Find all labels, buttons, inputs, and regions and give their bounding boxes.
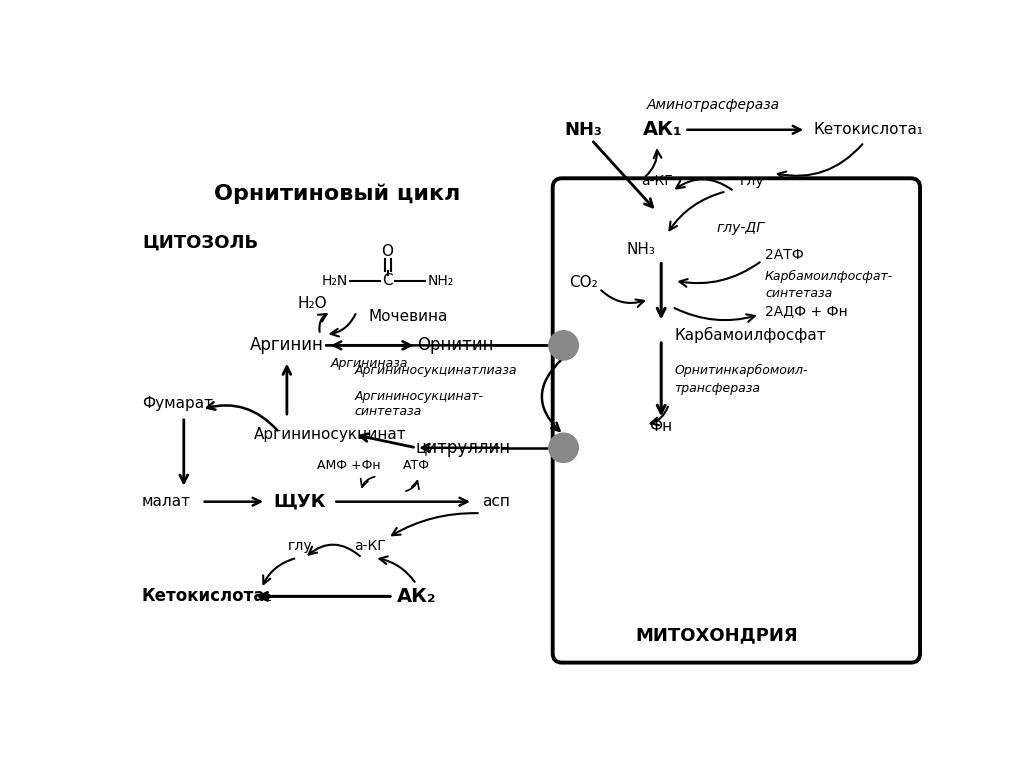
Text: Кетокислота₂: Кетокислота₂ (142, 588, 272, 605)
Text: NH₃: NH₃ (565, 120, 602, 139)
Text: синтетаза: синтетаза (765, 287, 833, 299)
Text: Аргининосукцинат: Аргининосукцинат (254, 427, 407, 443)
Text: асп: асп (482, 494, 510, 509)
Text: ЦИТОЗОЛЬ: ЦИТОЗОЛЬ (142, 233, 258, 251)
FancyBboxPatch shape (553, 178, 920, 663)
Text: цитруллин: цитруллин (416, 439, 510, 457)
Text: Аргинин: Аргинин (250, 337, 324, 354)
Text: Фумарат: Фумарат (142, 397, 213, 411)
Text: Аргининосукцинат-: Аргининосукцинат- (354, 390, 483, 403)
Text: Аргининосукцинатлиаза: Аргининосукцинатлиаза (354, 364, 517, 377)
Text: АТФ: АТФ (402, 459, 430, 472)
Text: NH₂: NH₂ (427, 274, 454, 288)
Text: H₂N: H₂N (322, 274, 348, 288)
Text: Мочевина: Мочевина (369, 309, 449, 324)
Text: глу: глу (288, 538, 312, 552)
Text: Орнитиновый цикл: Орнитиновый цикл (214, 183, 461, 204)
Text: 2АТФ: 2АТФ (765, 249, 804, 262)
Text: Аминотрасфераза: Аминотрасфераза (646, 98, 779, 112)
Text: Кетокислота₁: Кетокислота₁ (813, 122, 923, 137)
Text: глу: глу (739, 173, 764, 188)
Text: малат: малат (142, 494, 191, 509)
Text: C: C (382, 273, 393, 288)
Circle shape (549, 331, 579, 360)
Text: CO₂: CO₂ (569, 275, 598, 290)
Text: Орнитин: Орнитин (417, 337, 494, 354)
Text: Аргининаза: Аргининаза (331, 357, 409, 370)
Text: Карбамоилфосфат-: Карбамоилфосфат- (765, 269, 893, 282)
Text: Орнитинкарбомоил-: Орнитинкарбомоил- (675, 364, 808, 377)
Text: АК₁: АК₁ (643, 120, 683, 140)
Text: H₂O: H₂O (298, 296, 328, 311)
Circle shape (549, 433, 579, 463)
Text: ЩУК: ЩУК (273, 492, 327, 511)
Text: синтетаза: синтетаза (354, 405, 422, 418)
Text: глу-ДГ: глу-ДГ (716, 222, 764, 235)
Text: АК₂: АК₂ (396, 587, 436, 606)
Text: Карбамоилфосфат: Карбамоилфосфат (675, 327, 826, 343)
Text: O: O (382, 244, 393, 259)
Text: МИТОХОНДРИЯ: МИТОХОНДРИЯ (636, 626, 799, 644)
Text: а-КГ: а-КГ (641, 173, 673, 188)
Text: а-КГ: а-КГ (354, 538, 386, 552)
Text: 2АДФ + Фн: 2АДФ + Фн (765, 304, 848, 318)
Text: трансфераза: трансфераза (675, 382, 761, 395)
Text: Фн: Фн (649, 420, 672, 434)
Text: АМФ +Фн: АМФ +Фн (317, 459, 381, 472)
Text: NH₃: NH₃ (627, 242, 655, 258)
